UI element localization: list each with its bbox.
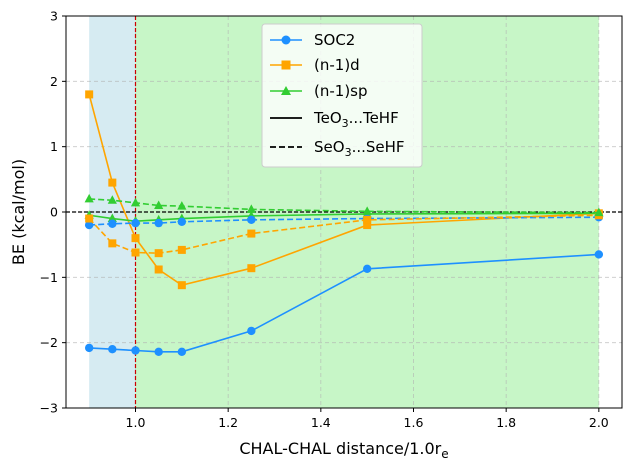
series-layer	[84, 90, 604, 357]
data-point-n-1-d-seo3-sehf-1	[108, 239, 117, 248]
ticks: 1.0 1.2 1.4 1.6 1.8 2.0 −3 −2 −1 0 1 2 3	[40, 9, 609, 431]
legend-entry-teo3-tehf: TeO3...TeHF	[270, 109, 399, 130]
data-point-soc2-teo3-tehf-1	[108, 345, 117, 354]
data-point-n-1-d-seo3-sehf-4	[177, 245, 186, 254]
x-tick-label-3: 1.6	[404, 415, 424, 430]
legend-marker-n1d	[281, 60, 291, 70]
legend-entry-soc2: SOC2	[270, 31, 355, 49]
data-point-n-1-d-seo3-sehf-5	[247, 229, 256, 238]
data-point-n-1-sp-seo3-sehf-2	[130, 197, 141, 207]
data-point-soc2-seo3-sehf-2	[131, 218, 140, 228]
y-tick-label-5: 2	[50, 74, 58, 89]
x-tick-label-1: 1.2	[218, 415, 238, 430]
data-point-n-1-d-teo3-tehf-4	[177, 281, 186, 290]
legend: SOC2 (n-1)d (n-1)sp TeO3...TeHF SeO3...S…	[261, 23, 423, 168]
data-point-soc2-teo3-tehf-6	[362, 264, 372, 274]
data-point-soc2-seo3-sehf-3	[154, 218, 163, 228]
data-point-soc2-teo3-tehf-7	[594, 250, 604, 259]
legend-box	[261, 23, 423, 168]
data-point-n-1-d-teo3-tehf-3	[154, 265, 163, 274]
y-tick-label-6: 3	[50, 9, 58, 24]
legend-entry-n1sp: (n-1)sp	[270, 82, 368, 100]
data-point-n-1-d-seo3-sehf-3	[154, 249, 163, 258]
data-point-n-1-sp-seo3-sehf-0	[84, 193, 94, 203]
y-axis-title: BE (kcal/mol)	[9, 159, 28, 265]
data-point-n-1-sp-seo3-sehf-4	[177, 201, 187, 210]
data-point-n-1-d-teo3-tehf-0	[85, 90, 94, 99]
data-point-soc2-seo3-sehf-1	[108, 219, 117, 228]
data-point-n-1-sp-seo3-sehf-7	[594, 207, 604, 217]
data-point-n-1-d-seo3-sehf-0	[85, 214, 94, 223]
series-n-1-d-teo3-tehf	[85, 90, 603, 290]
data-point-soc2-seo3-sehf-4	[177, 217, 187, 226]
data-point-n-1-sp-teo3-tehf-1	[107, 213, 117, 223]
y-tick-label-2: −1	[40, 270, 58, 285]
legend-label-n1d: (n-1)d	[314, 56, 360, 74]
data-point-soc2-seo3-sehf-0	[84, 220, 94, 230]
x-tick-label-4: 1.8	[496, 415, 516, 430]
data-point-n-1-sp-seo3-sehf-6	[362, 206, 372, 215]
data-point-n-1-sp-seo3-sehf-5	[246, 204, 256, 213]
data-point-soc2-teo3-tehf-5	[247, 326, 256, 336]
data-point-n-1-d-seo3-sehf-6	[363, 215, 372, 224]
data-point-soc2-teo3-tehf-0	[84, 343, 94, 353]
legend-label-teo3-tehf: TeO3...TeHF	[313, 109, 399, 130]
x-tick-label-0: 1.0	[126, 415, 146, 430]
data-point-soc2-teo3-tehf-4	[177, 347, 187, 357]
legend-marker-soc2	[281, 35, 291, 45]
legend-entry-seo3-sehf: SeO3...SeHF	[270, 138, 405, 159]
legend-entry-n1d: (n-1)d	[270, 56, 360, 74]
data-point-n-1-d-seo3-sehf-2	[131, 248, 140, 257]
data-point-soc2-teo3-tehf-2	[131, 346, 140, 355]
data-point-n-1-d-teo3-tehf-2	[131, 234, 140, 243]
legend-label-seo3-sehf: SeO3...SeHF	[314, 138, 405, 159]
y-tick-label-3: 0	[50, 205, 58, 220]
series-line-n-1-sp-teo3-tehf	[89, 212, 599, 222]
x-axis-title: CHAL-CHAL distance/1.0re	[239, 439, 448, 461]
series-line-n-1-d-teo3-tehf	[88, 94, 599, 287]
x-tick-label-2: 1.4	[311, 415, 331, 430]
y-tick-label-1: −2	[40, 335, 58, 350]
reference-lines	[66, 16, 622, 408]
data-point-n-1-sp-seo3-sehf-3	[154, 200, 164, 209]
legend-label-n1sp: (n-1)sp	[314, 82, 368, 100]
data-point-soc2-teo3-tehf-3	[154, 347, 163, 357]
data-point-soc2-seo3-sehf-5	[247, 215, 256, 225]
data-point-n-1-sp-seo3-sehf-1	[107, 195, 117, 204]
data-point-n-1-d-teo3-tehf-6	[363, 221, 372, 230]
legend-marker-n1sp	[281, 86, 291, 95]
legend-label-soc2: SOC2	[314, 31, 355, 49]
series-line-n-1-sp-seo3-sehf	[89, 198, 599, 214]
series-n-1-sp-seo3-sehf	[84, 193, 604, 217]
data-point-n-1-d-teo3-tehf-1	[108, 178, 117, 187]
series-soc2-teo3-tehf	[84, 250, 604, 357]
y-tick-label-0: −3	[40, 401, 58, 416]
y-tick-label-4: 1	[50, 139, 58, 154]
data-point-n-1-d-teo3-tehf-5	[247, 264, 256, 273]
series-n-1-d-seo3-sehf	[85, 211, 603, 258]
x-tick-label-5: 2.0	[589, 415, 609, 430]
